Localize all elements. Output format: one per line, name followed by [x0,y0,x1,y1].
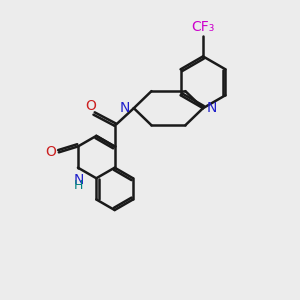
Text: O: O [85,99,96,113]
Text: N: N [73,173,84,187]
Text: O: O [45,146,56,159]
Text: N: N [119,101,130,115]
Text: CF₃: CF₃ [191,20,215,34]
Text: N: N [207,101,217,115]
Text: H: H [74,179,83,192]
